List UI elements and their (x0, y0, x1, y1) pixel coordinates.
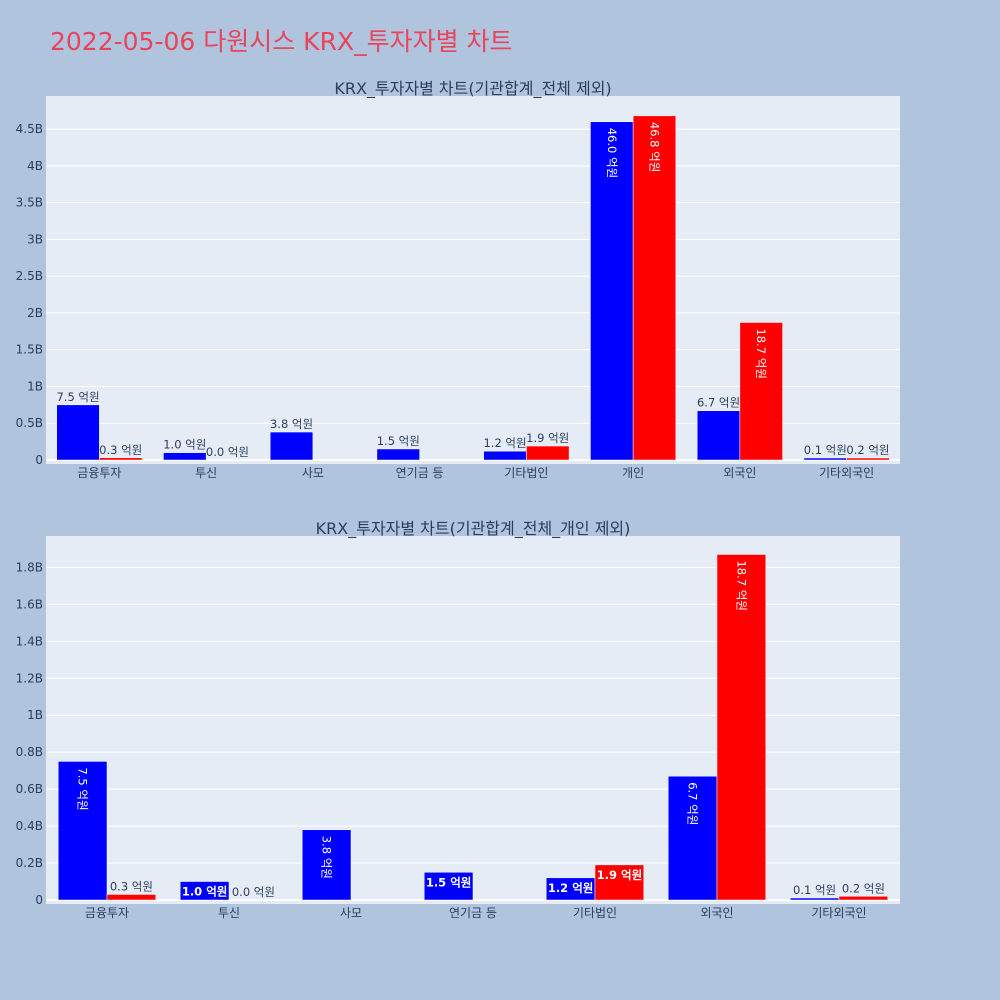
bottom-data-label: 1.0 억원 (182, 885, 228, 899)
top-bar-red (846, 457, 890, 461)
top-y-tick-label: 0.5B (16, 416, 43, 430)
bottom-y-tick-label: 1.2B (16, 671, 43, 685)
bottom-x-tick-label: 사모 (340, 906, 362, 920)
bottom-x-tick-label: 기타외국인 (811, 906, 866, 920)
top-data-label: 46.8 억원 (647, 122, 661, 172)
bottom-data-label: 18.7 억원 (734, 560, 748, 610)
top-y-tick-label: 4.5B (16, 122, 43, 136)
bottom-x-tick-label: 연기금 등 (449, 906, 497, 920)
top-data-label: 18.7 억원 (754, 328, 768, 378)
top-bar-blue (56, 404, 100, 461)
bottom-data-label: 1.9 억원 (597, 868, 643, 882)
top-data-label: 6.7 억원 (697, 396, 740, 410)
bottom-chart-title: KRX_투자자별 차트(기관합계_전체_개인 제외) (316, 519, 631, 539)
bottom-bar-red (106, 894, 157, 901)
top-bar-red (739, 322, 783, 461)
bottom-bar-blue (301, 829, 352, 901)
bottom-data-label: 3.8 억원 (320, 836, 334, 879)
bottom-data-label: 7.5 억원 (76, 767, 90, 810)
bottom-x-tick-label: 외국인 (700, 906, 733, 920)
top-bar-blue (483, 450, 527, 461)
bottom-data-label: 0.2 억원 (842, 881, 885, 895)
bottom-y-tick-label: 0.6B (16, 782, 43, 796)
top-bar-blue (269, 431, 314, 461)
top-bar-red (99, 457, 143, 461)
top-bar-red (526, 445, 570, 461)
top-data-label: 0.1 억원 (804, 443, 847, 457)
page-title: 2022-05-06 다원시스 KRX_투자자별 차트 (50, 27, 513, 56)
bottom-x-tick-label: 기타법인 (573, 906, 617, 920)
bottom-data-label: 0.3 억원 (110, 879, 153, 893)
top-x-tick-label: 사모 (302, 466, 324, 480)
top-x-tick-label: 투신 (195, 466, 217, 480)
top-x-tick-label: 외국인 (723, 466, 756, 480)
bottom-bar-blue (789, 897, 840, 901)
bottom-bar-blue (57, 761, 108, 901)
bottom-y-tick-label: 1.6B (16, 597, 43, 611)
bottom-y-tick-label: 0.4B (16, 819, 43, 833)
top-y-tick-label: 1.5B (16, 343, 43, 357)
top-data-label: 7.5 억원 (56, 390, 99, 404)
top-bar-red (632, 115, 677, 461)
top-data-label: 0.0 억원 (206, 445, 249, 459)
top-data-label: 1.0 억원 (163, 438, 206, 452)
bottom-y-tick-label: 1.4B (16, 634, 43, 648)
top-data-label: 1.5 억원 (377, 434, 420, 448)
top-y-tick-label: 2B (27, 306, 43, 320)
bottom-bar-blue (179, 881, 230, 901)
top-bar-blue (163, 452, 207, 461)
bottom-data-label: 1.5 억원 (426, 875, 472, 889)
bottom-y-tick-label: 0.2B (16, 856, 43, 870)
top-data-label: 46.0 억원 (605, 128, 619, 178)
top-y-tick-label: 1B (27, 379, 43, 393)
top-data-label: 0.2 억원 (846, 443, 889, 457)
bottom-bar-red (838, 896, 889, 901)
bottom-data-label: 0.0 억원 (232, 885, 275, 899)
top-x-tick-label: 연기금 등 (396, 466, 444, 480)
top-data-label: 1.2 억원 (483, 436, 526, 450)
bottom-data-label: 1.2 억원 (548, 881, 594, 895)
top-y-tick-label: 3B (27, 232, 43, 246)
top-x-tick-label: 개인 (622, 466, 644, 480)
bottom-data-label: 0.1 억원 (793, 883, 836, 897)
top-data-label: 3.8 억원 (270, 417, 313, 431)
bottom-bar-red (594, 864, 645, 901)
bottom-y-tick-label: 1.8B (16, 560, 43, 574)
bottom-y-tick-label: 0 (35, 893, 43, 907)
top-y-tick-label: 2.5B (16, 269, 43, 283)
top-x-tick-label: 기타외국인 (819, 466, 874, 480)
top-bar-blue (803, 457, 847, 461)
top-y-tick-label: 0 (35, 453, 43, 467)
bottom-x-tick-label: 금융투자 (85, 906, 129, 920)
bottom-bar-red (716, 554, 767, 901)
top-bar-blue (696, 410, 741, 461)
bottom-bar-blue (667, 775, 718, 901)
bottom-bar-blue (423, 872, 474, 901)
top-y-tick-label: 4B (27, 159, 43, 173)
top-x-tick-label: 금융투자 (77, 466, 121, 480)
top-bar-blue (590, 121, 634, 461)
bottom-plot-area (46, 536, 900, 904)
top-data-label: 0.3 억원 (99, 443, 142, 457)
top-x-tick-label: 기타법인 (504, 466, 548, 480)
top-bar-blue (376, 448, 420, 461)
top-y-tick-label: 3.5B (16, 196, 43, 210)
bottom-y-tick-label: 1B (27, 708, 43, 722)
bottom-y-tick-label: 0.8B (16, 745, 43, 759)
top-data-label: 1.9 억원 (526, 431, 569, 445)
top-chart-title: KRX_투자자별 차트(기관합계_전체 제외) (334, 79, 611, 99)
bottom-x-tick-label: 투신 (218, 906, 240, 920)
bottom-data-label: 6.7 억원 (686, 782, 700, 825)
